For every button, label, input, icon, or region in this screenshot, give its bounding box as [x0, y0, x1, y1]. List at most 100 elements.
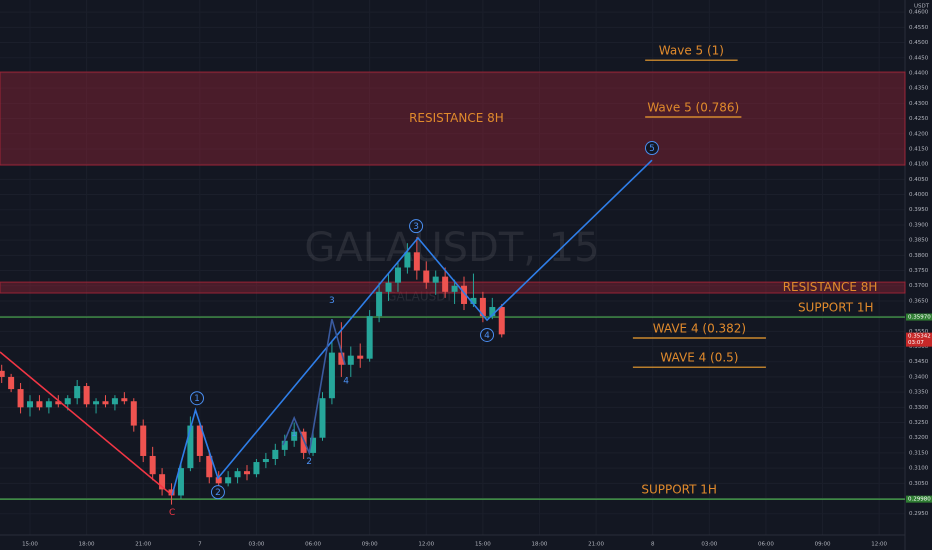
- level-label: WAVE 4 (0.5): [660, 351, 738, 365]
- y-tick-label: 0.3150: [909, 450, 929, 456]
- candle-body: [168, 489, 175, 496]
- y-tick-label: 0.4550: [909, 25, 929, 31]
- candle-body: [394, 267, 401, 283]
- candle-body: [225, 477, 232, 484]
- x-tick-label: 12:00: [418, 542, 434, 548]
- x-tick-label: 09:00: [815, 542, 831, 548]
- level-label: Wave 5 (1): [659, 44, 724, 58]
- candle-body: [479, 297, 486, 317]
- y-tick-label: 0.4050: [909, 177, 929, 183]
- candle-body: [281, 440, 288, 450]
- y-tick-label: 0.3400: [909, 374, 929, 380]
- candle-body: [253, 462, 260, 475]
- y-tick-label: 0.3750: [909, 268, 929, 274]
- y-tick-label: 0.3500: [909, 344, 929, 350]
- candle-body: [206, 455, 213, 478]
- candle-body: [357, 355, 364, 359]
- x-tick-label: 09:00: [362, 542, 378, 548]
- x-tick-label: 7: [198, 542, 202, 548]
- wave-label: 2: [306, 457, 312, 467]
- x-tick-label: 21:00: [135, 542, 151, 548]
- y-tick-label: 0.3350: [909, 390, 929, 396]
- candle-body: [215, 477, 222, 484]
- candle-body: [36, 401, 43, 408]
- y-tick-label: 0.3850: [909, 238, 929, 244]
- zone-label: RESISTANCE 8H: [409, 111, 504, 125]
- candle-body: [121, 398, 128, 402]
- y-tick-label: 0.3300: [909, 405, 929, 411]
- wave-circle: [644, 141, 659, 156]
- candle-body: [489, 307, 496, 317]
- y-tick-label: 0.4600: [909, 10, 929, 16]
- y-tick-label: 0.3700: [909, 283, 929, 289]
- x-tick-label: 18:00: [79, 542, 95, 548]
- price-tag-label: 0.29980: [908, 497, 931, 503]
- wave-label: 5: [649, 144, 655, 154]
- zone-label: RESISTANCE 8H: [783, 280, 878, 294]
- wave-line: [171, 159, 653, 496]
- candle-body: [347, 355, 354, 365]
- currency-label: USDT: [914, 4, 930, 10]
- candle-body: [376, 291, 383, 317]
- candle-body: [187, 425, 194, 469]
- y-tick-label: 0.3550: [909, 329, 929, 335]
- wave-line: [282, 318, 346, 456]
- y-tick-label: 0.4150: [909, 146, 929, 152]
- candle-body: [461, 285, 468, 304]
- x-tick-label: 03:00: [701, 542, 717, 548]
- candle-body: [451, 285, 458, 292]
- wave-label: 2: [215, 488, 221, 498]
- candle-body: [17, 389, 24, 408]
- x-tick-label: 15:00: [475, 542, 491, 548]
- resistance-zone: [0, 71, 906, 166]
- wave-label: 1: [194, 394, 200, 404]
- level-label: SUPPORT 1H: [641, 483, 717, 497]
- candle-body: [234, 471, 241, 478]
- candle-body: [130, 401, 137, 426]
- y-tick-label: 0.4250: [909, 116, 929, 122]
- candle-body: [159, 474, 166, 490]
- price-tag: [906, 495, 932, 503]
- candle-body: [338, 352, 345, 365]
- y-tick-label: 0.3450: [909, 359, 929, 365]
- wave-circle: [210, 485, 225, 500]
- level-label: Wave 5 (0.786): [647, 101, 739, 115]
- wave-circle: [409, 219, 424, 234]
- candle-body: [470, 297, 477, 304]
- y-tick-label: 0.3100: [909, 466, 929, 472]
- y-tick-label: 0.2950: [909, 511, 929, 517]
- price-tag: [906, 313, 932, 321]
- price-tag-label: 0.35342: [908, 334, 931, 340]
- y-tick-label: 0.3900: [909, 222, 929, 228]
- candle-body: [74, 386, 81, 399]
- y-tick-label: 0.4000: [909, 192, 929, 198]
- y-tick-label: 0.3650: [909, 298, 929, 304]
- candle-body: [149, 455, 156, 475]
- candle-body: [93, 401, 100, 405]
- y-tick-label: 0.4200: [909, 131, 929, 137]
- candle-body: [319, 398, 326, 438]
- price-tag: [906, 332, 932, 347]
- y-tick-label: 0.4350: [909, 86, 929, 92]
- x-tick-label: 15:00: [22, 542, 38, 548]
- candle-body: [413, 252, 420, 271]
- x-tick-label: 06:00: [758, 542, 774, 548]
- price-tag-sub: 03:07: [908, 340, 924, 346]
- candle-body: [8, 376, 15, 390]
- y-tick-label: 0.3050: [909, 481, 929, 487]
- y-tick-label: 0.4450: [909, 55, 929, 61]
- y-tick-label: 0.3950: [909, 207, 929, 213]
- y-tick-label: 0.4400: [909, 70, 929, 76]
- candle-body: [45, 401, 52, 408]
- candle-body: [196, 425, 203, 456]
- wave-label: 1: [291, 429, 297, 439]
- candle-body: [83, 386, 90, 405]
- x-tick-label: 06:00: [305, 542, 321, 548]
- candle-body: [140, 425, 147, 456]
- candle-body: [177, 468, 184, 496]
- y-tick-label: 0.3250: [909, 420, 929, 426]
- level-label: WAVE 4 (0.382): [653, 322, 746, 336]
- candle-body: [272, 449, 279, 460]
